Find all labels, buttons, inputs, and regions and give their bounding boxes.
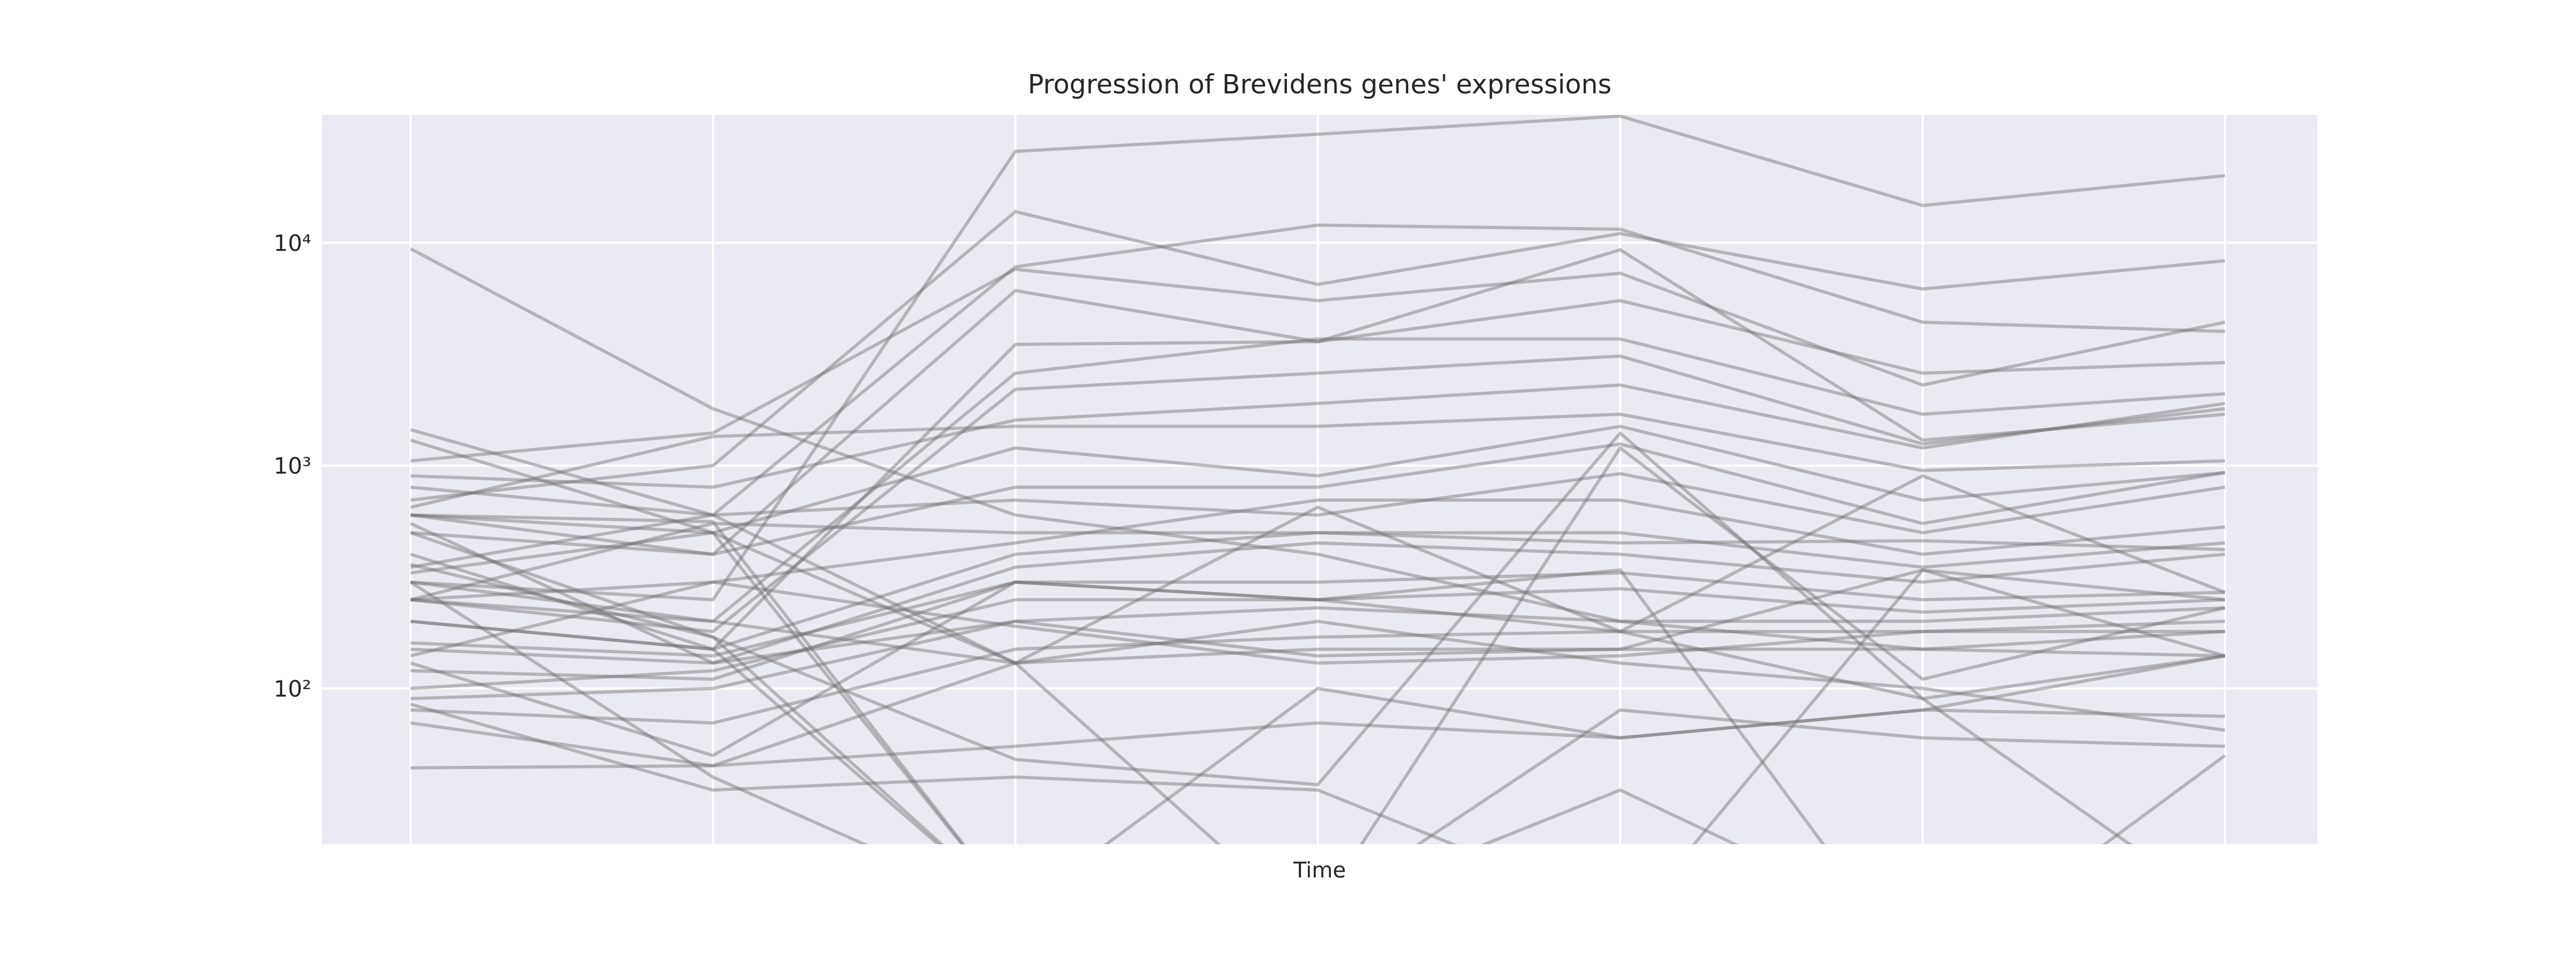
x-axis-label: Time [1293,858,1346,883]
series-line [410,498,2226,602]
series-line [410,606,2226,700]
series-line [410,531,2226,844]
series-line [410,485,2226,732]
y-tick-label: 10⁴ [274,230,311,256]
series-line [410,115,2226,602]
series-line [410,354,2226,633]
series-line [410,210,2226,502]
series-line [410,541,2226,665]
series-line [410,425,2226,535]
series-line [410,506,2133,844]
series-line [410,267,2226,463]
series-line [410,442,2226,556]
series-line [410,412,2226,509]
series-line [410,438,2226,844]
series-line [410,337,2226,623]
series-line [410,522,2226,602]
series-line [410,299,2226,651]
series-line [410,630,2226,767]
series-line [410,654,2226,770]
series-line [410,223,2226,517]
series-line [410,587,2226,690]
series-line [410,531,2226,844]
y-tick-label: 10² [274,676,311,702]
series-line [410,446,2226,844]
series-line [410,431,2226,787]
series-line [409,581,1739,844]
labels: 10² 10³ 10⁴ [274,230,311,701]
series-line [410,580,2225,665]
series-line [410,619,941,844]
lines [409,115,2226,844]
series-line [410,531,2226,651]
grid [322,115,2317,844]
series-line [410,571,2226,681]
series-line [410,619,2226,725]
series-line [409,247,2226,658]
series-line [410,472,2226,569]
series-line [410,474,2226,658]
plot-background [322,115,2317,844]
series-line [410,702,1458,844]
chart-title: Progression of Brevidens genes' expressi… [1028,69,1612,100]
y-tick-label: 10³ [274,453,311,479]
series-line [410,248,2226,556]
series-line [410,568,2226,844]
series-line [410,383,2226,489]
series-line [409,522,2226,665]
